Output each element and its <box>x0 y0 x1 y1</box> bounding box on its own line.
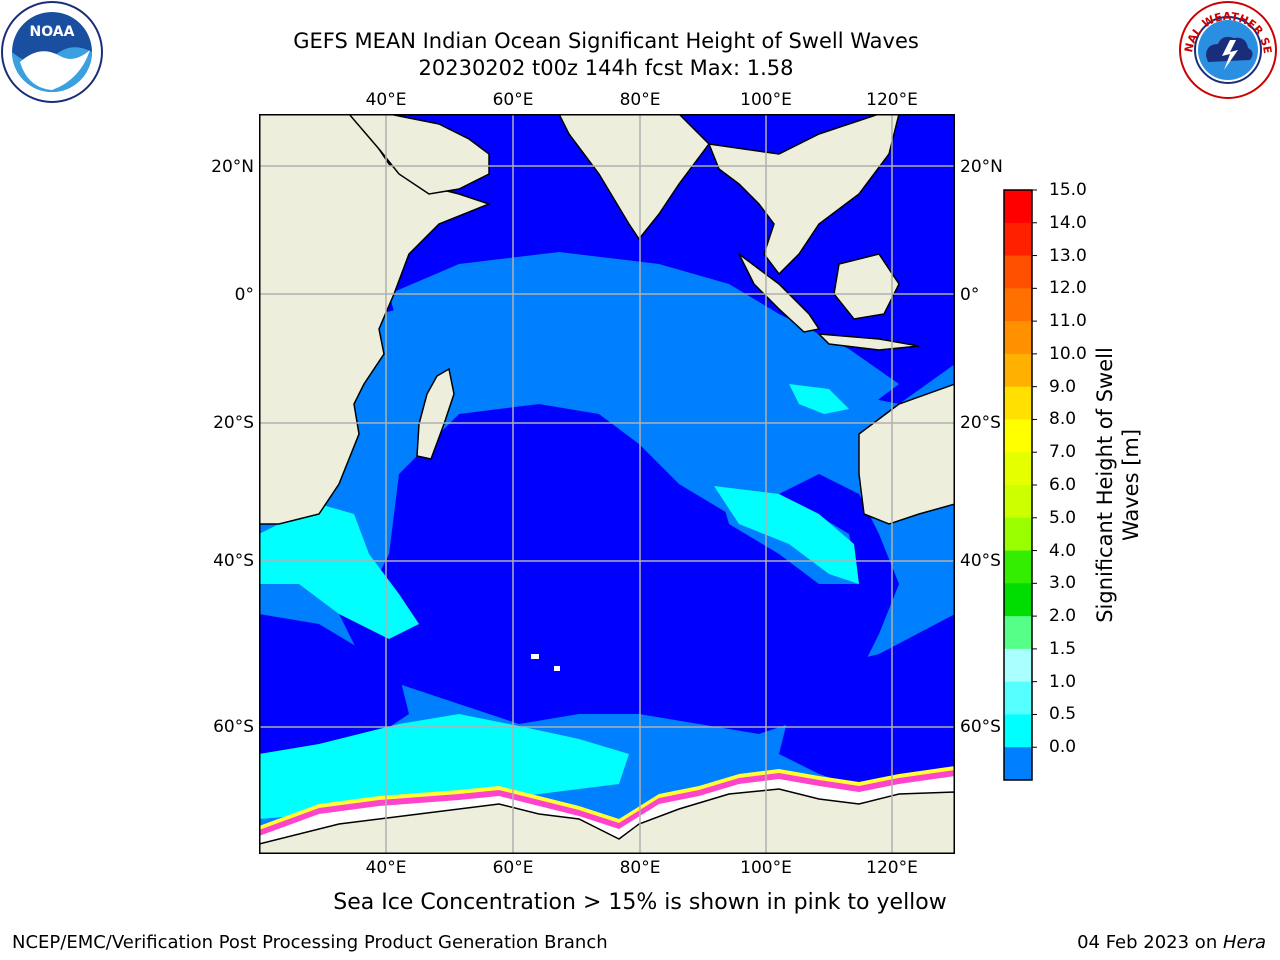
swell-1.0-1.5-patch-se <box>714 486 859 584</box>
lon-label-top-40e: 40°E <box>365 90 407 110</box>
lat-label-right-40s: 40°S <box>960 551 1001 571</box>
colorbar-label: 8.0 <box>1049 409 1077 430</box>
colorbar-label: 11.0 <box>1049 311 1087 332</box>
colorbar-title-line2: Waves [m] <box>1119 428 1143 542</box>
colorbar-label: 1.0 <box>1049 671 1077 692</box>
colorbar-label: 0.0 <box>1049 737 1077 758</box>
lat-label-right-20s: 20°S <box>960 413 1001 433</box>
colorbar-label: 2.0 <box>1049 606 1077 627</box>
colorbar-label: 12.0 <box>1049 278 1087 299</box>
lon-label-bottom-100e: 100°E <box>740 858 792 878</box>
island-kerguelen <box>531 654 539 659</box>
lat-label-right-0: 0° <box>960 285 980 305</box>
lon-label-bottom-60e: 60°E <box>492 858 534 878</box>
swell-0-0.5-southwest <box>259 614 409 754</box>
map-frame <box>259 114 955 854</box>
swell-1.0-1.5-patch-eq <box>789 384 849 414</box>
chart-title: GEFS MEAN Indian Ocean Significant Heigh… <box>293 29 919 53</box>
lat-label-left-20n: 20°N <box>211 157 254 177</box>
sea-ice-caption: Sea Ice Concentration > 15% is shown in … <box>333 890 947 915</box>
colorbar-label: 6.0 <box>1049 475 1077 495</box>
lat-label-right-20n: 20°N <box>960 157 1003 177</box>
land-australia <box>858 383 955 525</box>
colorbar-label: 10.0 <box>1049 343 1087 364</box>
colorbar-label: 3.0 <box>1049 573 1077 594</box>
colorbar-label: 14.0 <box>1049 212 1087 233</box>
colorbar-label: 13.0 <box>1049 245 1087 266</box>
lon-label-top-100e: 100°E <box>740 90 792 110</box>
lon-label-bottom-40e: 40°E <box>365 858 407 878</box>
colorbar-segment <box>1004 255 1032 289</box>
colorbar-segment <box>1004 485 1032 519</box>
swell-0-0.5-southeast <box>779 614 955 804</box>
footer-host: Hera <box>1222 932 1266 953</box>
swell-0-0.5-midlat <box>339 404 899 734</box>
colorbar-label: 7.0 <box>1049 442 1077 463</box>
colorbar-segment <box>1004 681 1032 715</box>
colorbar-title: Significant Height of Swell Waves [m] <box>1092 347 1144 623</box>
colorbar-segment <box>1004 747 1032 781</box>
colorbar-segment <box>1004 288 1032 322</box>
colorbar-segment <box>1004 583 1032 617</box>
colorbar-segment <box>1004 616 1032 650</box>
footer-date: 04 Feb 2023 on Hera <box>1077 932 1266 953</box>
colorbar-segment <box>1004 386 1032 420</box>
noaa-logo-text: NOAA <box>30 24 75 40</box>
colorbar-label: 5.0 <box>1049 507 1077 528</box>
land-java <box>817 333 920 351</box>
colorbar-title-line1: Significant Height of Swell <box>1093 347 1117 623</box>
land-madagascar <box>416 367 455 460</box>
chart-subtitle: 20230202 t00z 144h fcst Max: 1.58 <box>418 56 794 80</box>
colorbar-label: 1.5 <box>1049 638 1077 659</box>
lat-label-left-0: 0° <box>234 285 254 305</box>
colorbar-segment <box>1004 550 1032 584</box>
colorbar-segment <box>1004 648 1032 683</box>
land-antarctica <box>259 788 955 854</box>
colorbar-segment <box>1004 190 1032 224</box>
footer-credit: NCEP/EMC/Verification Post Processing Pr… <box>12 932 608 953</box>
colorbar-label: 0.5 <box>1049 704 1077 725</box>
colorbar-segment <box>1004 517 1032 552</box>
lon-label-bottom-120e: 120°E <box>866 858 918 878</box>
swell-0.5-1.0-equatorial <box>389 252 899 424</box>
colorbar-segment <box>1004 353 1032 388</box>
colorbar-segment <box>1004 222 1032 257</box>
island-heard <box>554 666 560 671</box>
nws-logo: NATIONAL WEATHER SERVICE <box>1178 0 1277 99</box>
land-sumatra <box>738 253 821 333</box>
colorbar-segment <box>1004 714 1032 748</box>
lon-label-top-120e: 120°E <box>866 90 918 110</box>
colorbar <box>1003 189 1037 781</box>
map-panel <box>259 114 955 854</box>
land-southeast-asia <box>707 114 900 276</box>
lat-label-left-40s: 40°S <box>213 551 254 571</box>
lon-label-top-60e: 60°E <box>492 90 534 110</box>
colorbar-label: 4.0 <box>1049 540 1077 561</box>
swell-1.0-1.5-patch-south <box>259 714 629 819</box>
colorbar-segment <box>1004 452 1032 486</box>
swell-1.0-1.5-patch-sw <box>259 504 419 639</box>
colorbar-label: 15.0 <box>1049 180 1087 200</box>
lat-label-left-60s: 60°S <box>213 717 254 737</box>
colorbar-segment <box>1004 321 1032 355</box>
map-gridlines <box>259 114 955 854</box>
lon-label-top-80e: 80°E <box>619 90 661 110</box>
colorbar-label: 9.0 <box>1049 376 1077 397</box>
land-india <box>558 114 710 241</box>
footer-date-text: 04 Feb 2023 on <box>1077 932 1223 953</box>
lon-label-bottom-80e: 80°E <box>619 858 661 878</box>
lat-label-left-20s: 20°S <box>213 413 254 433</box>
lat-label-right-60s: 60°S <box>960 717 1001 737</box>
noaa-logo: NOAA <box>1 1 103 103</box>
colorbar-segment <box>1004 419 1032 453</box>
